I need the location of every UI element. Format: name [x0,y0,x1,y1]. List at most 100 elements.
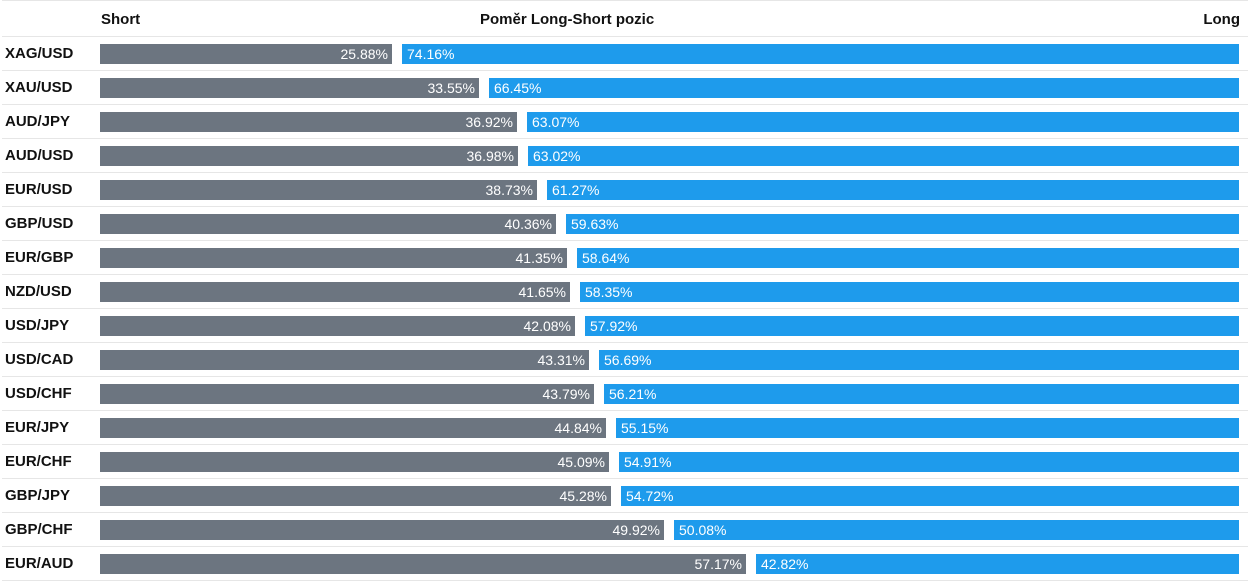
currency-pair-label: EUR/USD [5,181,73,198]
long-bar: 57.92% [585,316,1239,336]
chart-row: XAG/USD 25.88% 74.16% [2,37,1248,71]
long-value-label: 57.92% [590,318,638,334]
long-value-label: 56.21% [609,386,657,402]
ratio-track: 43.79% 56.21% [100,384,1239,404]
short-value-label: 43.31% [537,352,585,368]
currency-pair-label: EUR/CHF [5,453,72,470]
currency-pair-label: EUR/JPY [5,419,70,436]
currency-pair-label: GBP/JPY [5,487,71,504]
currency-pair-label: XAU/USD [5,79,73,96]
short-value-label: 49.92% [612,522,660,538]
long-value-label: 42.82% [761,556,809,572]
short-value-label: 42.08% [523,318,571,334]
short-bar: 57.17% [100,554,746,574]
short-bar: 49.92% [100,520,664,540]
chart-row: USD/CAD 43.31% 56.69% [2,343,1248,377]
chart-row: EUR/GBP 41.35% 58.64% [2,241,1248,275]
short-value-label: 36.92% [465,114,513,130]
ratio-track: 38.73% 61.27% [100,180,1239,200]
short-bar: 36.92% [100,112,517,132]
chart-row: EUR/USD 38.73% 61.27% [2,173,1248,207]
ratio-track: 57.17% 42.82% [100,554,1239,574]
ratio-track: 36.98% 63.02% [100,146,1239,166]
long-bar: 54.91% [619,452,1239,472]
currency-pair-label: USD/CHF [5,385,72,402]
currency-pair-label: USD/CAD [5,351,74,368]
short-value-label: 38.73% [485,182,533,198]
long-bar: 56.69% [599,350,1239,370]
short-value-label: 43.79% [542,386,590,402]
short-bar: 42.08% [100,316,575,336]
long-value-label: 74.16% [407,46,455,62]
ratio-track: 45.28% 54.72% [100,486,1239,506]
short-bar: 38.73% [100,180,537,200]
chart-row: GBP/CHF 49.92% 50.08% [2,513,1248,547]
short-bar: 41.65% [100,282,570,302]
short-bar: 45.09% [100,452,609,472]
short-value-label: 41.65% [518,284,566,300]
short-value-label: 44.84% [554,420,602,436]
short-value-label: 45.28% [559,488,607,504]
short-bar: 36.98% [100,146,518,166]
ratio-track: 36.92% 63.07% [100,112,1239,132]
short-bar: 40.36% [100,214,556,234]
currency-pair-label: GBP/CHF [5,521,73,538]
currency-pair-label: AUD/JPY [5,113,71,130]
chart-row: USD/JPY 42.08% 57.92% [2,309,1248,343]
ratio-track: 33.55% 66.45% [100,78,1239,98]
currency-pair-label: XAG/USD [5,45,74,62]
long-bar: 74.16% [402,44,1239,64]
currency-pair-label: EUR/GBP [5,249,74,266]
short-value-label: 45.09% [557,454,605,470]
short-bar: 41.35% [100,248,567,268]
short-column-label: Short [101,11,141,28]
currency-pair-label: NZD/USD [5,283,72,300]
short-bar: 44.84% [100,418,606,438]
ratio-track: 40.36% 59.63% [100,214,1239,234]
chart-row: XAU/USD 33.55% 66.45% [2,71,1248,105]
currency-pair-label: AUD/USD [5,147,74,164]
long-bar: 61.27% [547,180,1239,200]
long-column-label: Long [1203,11,1240,28]
short-bar: 45.28% [100,486,611,506]
long-bar: 66.45% [489,78,1239,98]
currency-pair-label: EUR/AUD [5,555,74,572]
chart-row: AUD/JPY 36.92% 63.07% [2,105,1248,139]
short-bar: 33.55% [100,78,479,98]
currency-pair-label: GBP/USD [5,215,74,232]
chart-rows: XAG/USD 25.88% 74.16% XAU/USD 33.55% 66.45% AU… [2,37,1248,581]
short-value-label: 41.35% [515,250,563,266]
chart-row: NZD/USD 41.65% 58.35% [2,275,1248,309]
long-bar: 63.07% [527,112,1239,132]
long-value-label: 58.64% [582,250,630,266]
long-value-label: 55.15% [621,420,669,436]
short-bar: 25.88% [100,44,392,64]
ratio-track: 41.35% 58.64% [100,248,1239,268]
chart-row: EUR/AUD 57.17% 42.82% [2,547,1248,581]
long-value-label: 63.07% [532,114,580,130]
long-bar: 54.72% [621,486,1239,506]
chart-row: GBP/JPY 45.28% 54.72% [2,479,1248,513]
ratio-track: 42.08% 57.92% [100,316,1239,336]
chart-row: EUR/JPY 44.84% 55.15% [2,411,1248,445]
long-bar: 58.64% [577,248,1239,268]
chart-row: AUD/USD 36.98% 63.02% [2,139,1248,173]
ratio-track: 45.09% 54.91% [100,452,1239,472]
short-bar: 43.79% [100,384,594,404]
long-bar: 58.35% [580,282,1239,302]
long-value-label: 54.72% [626,488,674,504]
chart-header: Short Poměr Long-Short pozic Long [2,0,1248,37]
short-value-label: 36.98% [466,148,514,164]
long-bar: 50.08% [674,520,1239,540]
currency-pair-label: USD/JPY [5,317,70,334]
long-bar: 42.82% [756,554,1239,574]
long-bar: 55.15% [616,418,1239,438]
short-value-label: 57.17% [694,556,742,572]
short-value-label: 33.55% [427,80,475,96]
long-value-label: 58.35% [585,284,633,300]
long-value-label: 50.08% [679,522,727,538]
long-value-label: 54.91% [624,454,672,470]
ratio-track: 25.88% 74.16% [100,44,1239,64]
long-value-label: 59.63% [571,216,619,232]
